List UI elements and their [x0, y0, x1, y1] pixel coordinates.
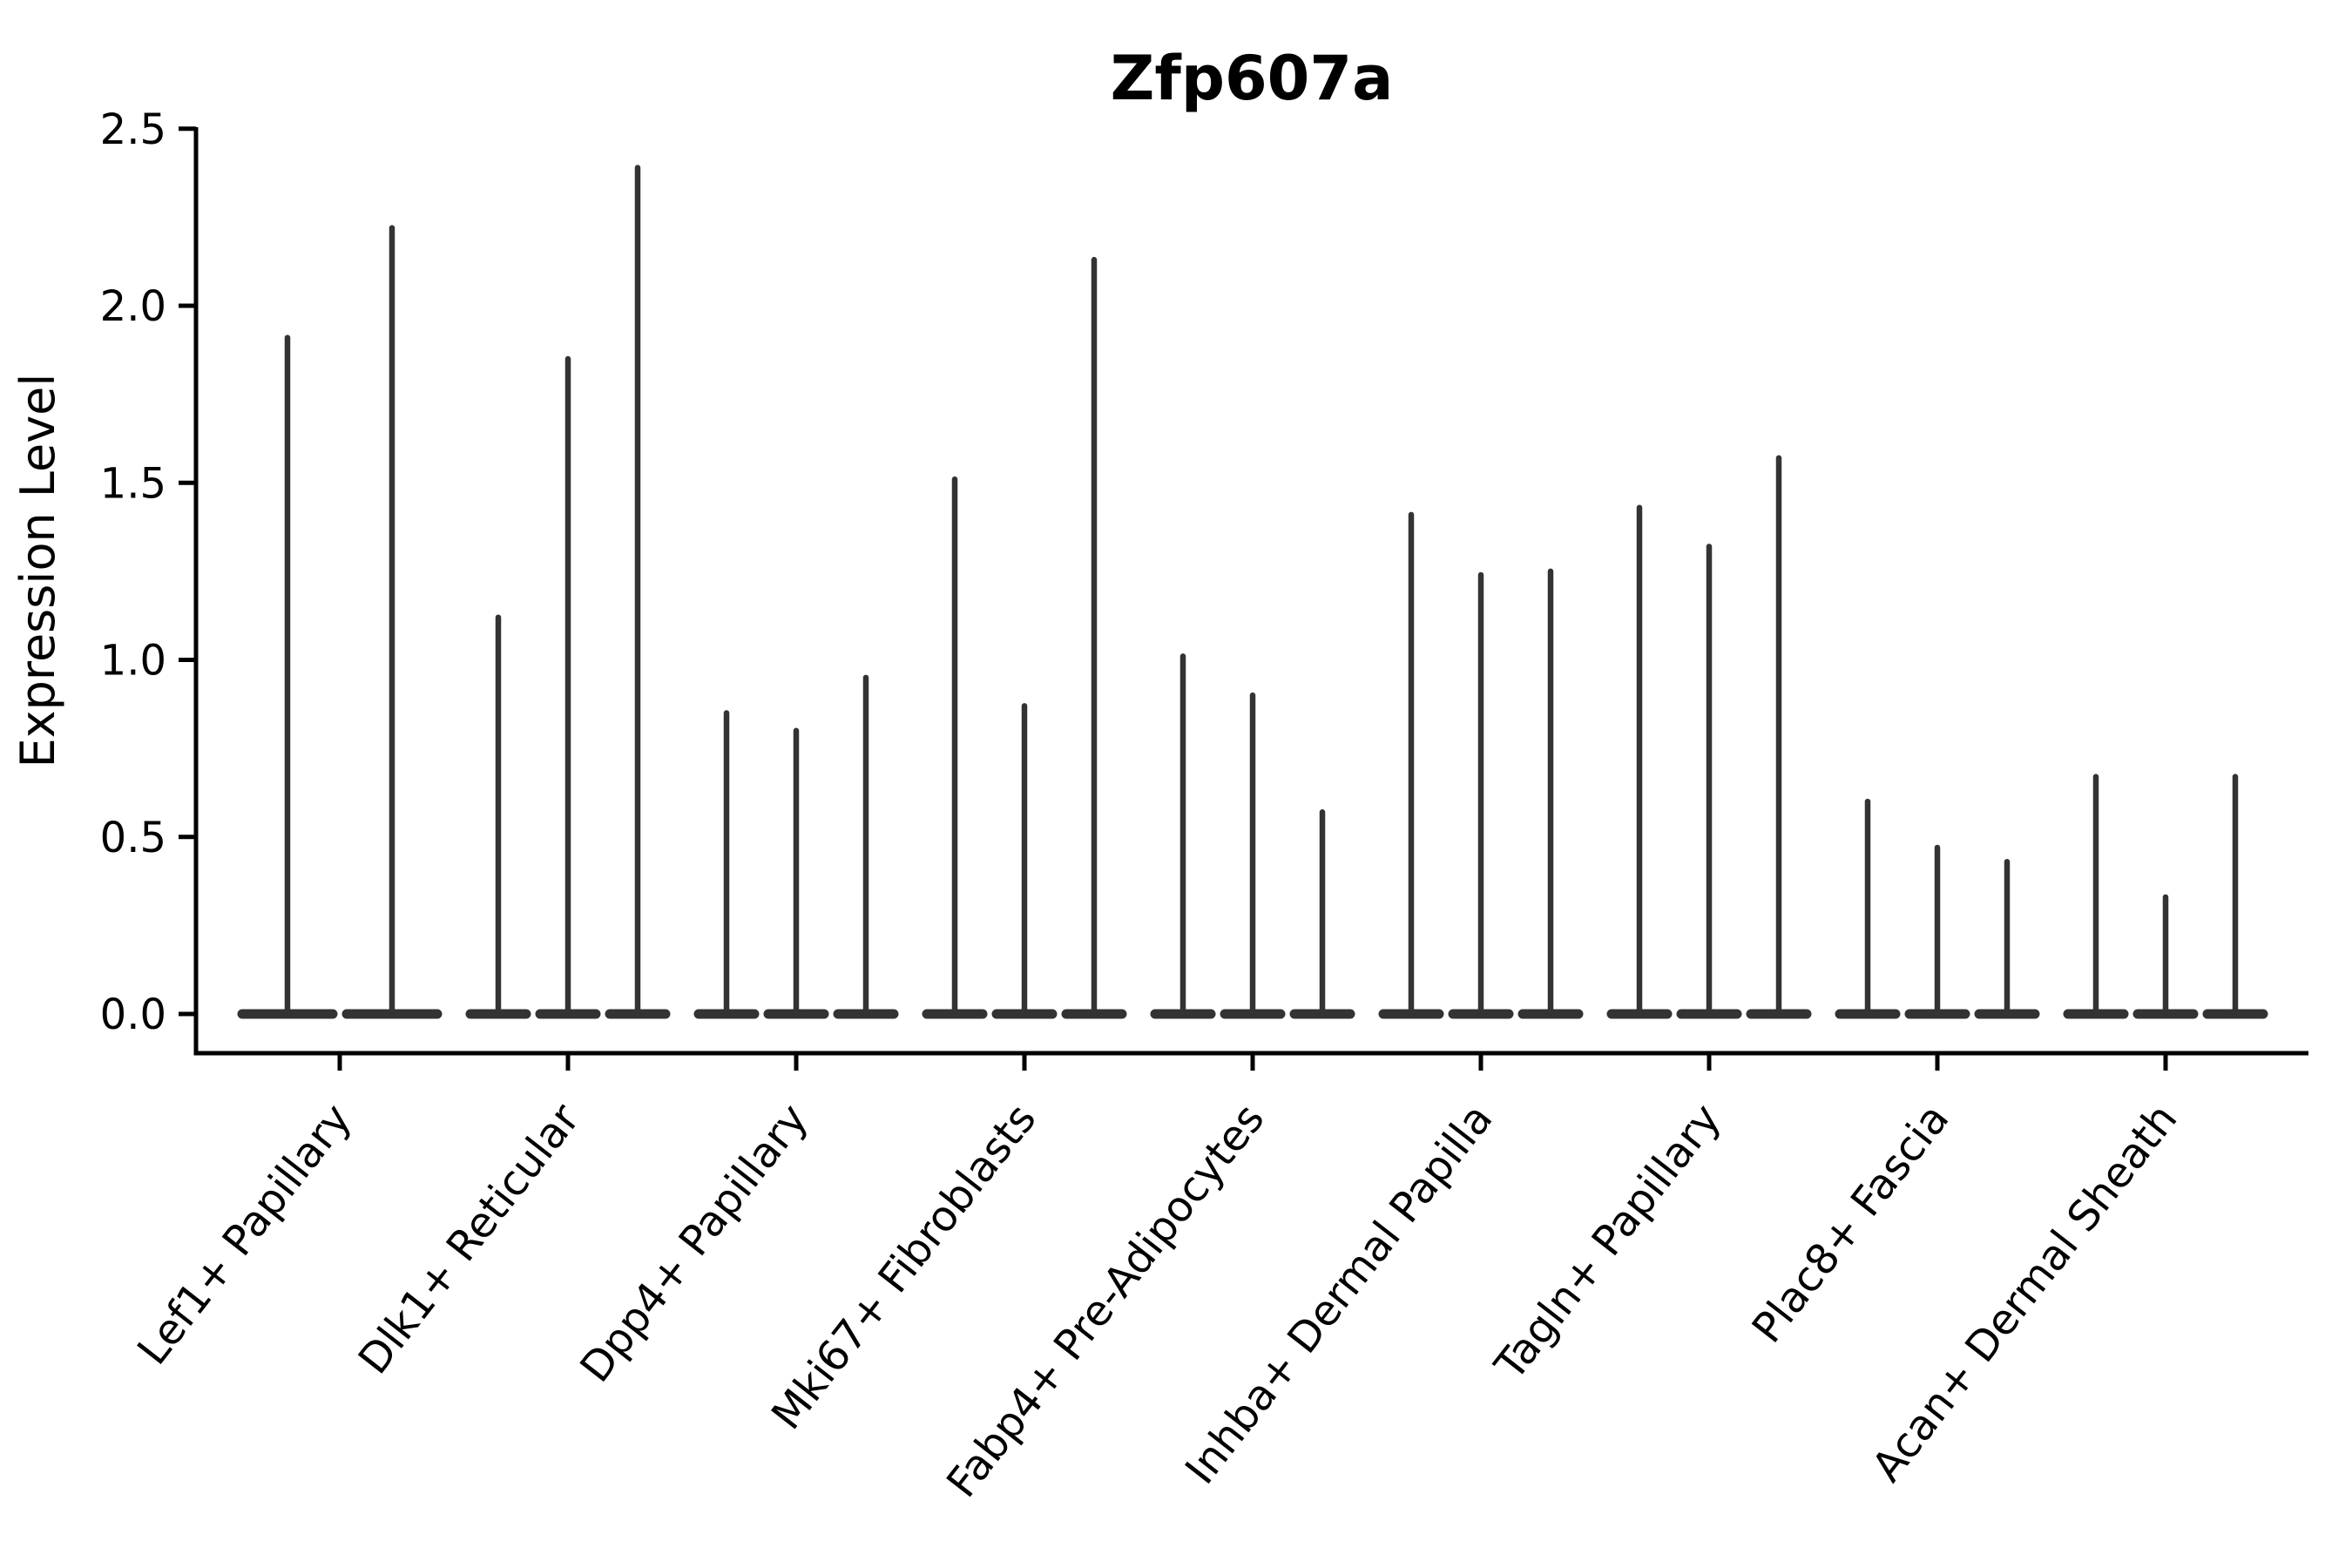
y-tick-label: 1.0 — [100, 637, 166, 686]
y-tick-label: 0.5 — [100, 814, 166, 862]
x-tick-label: Lef1+ Papillary — [128, 1095, 361, 1374]
y-tick-label: 0.0 — [100, 990, 166, 1039]
x-tick-label: Dlk1+ Reticular — [349, 1095, 590, 1383]
x-tick-label: Tagln+ Papillary — [1485, 1095, 1731, 1389]
y-axis-label: Expression Level — [10, 374, 65, 768]
y-tick-label: 2.0 — [100, 282, 166, 331]
chart-title: Zfp607a — [1111, 43, 1394, 114]
y-tick-label: 1.5 — [100, 459, 166, 508]
y-tick-label: 2.5 — [100, 105, 166, 154]
x-tick-label: Mki67+ Fibroblasts — [762, 1095, 1046, 1439]
x-tick-label: Plac8+ Fascia — [1743, 1095, 1959, 1352]
x-tick-label: Dpp4+ Papillary — [571, 1095, 817, 1391]
